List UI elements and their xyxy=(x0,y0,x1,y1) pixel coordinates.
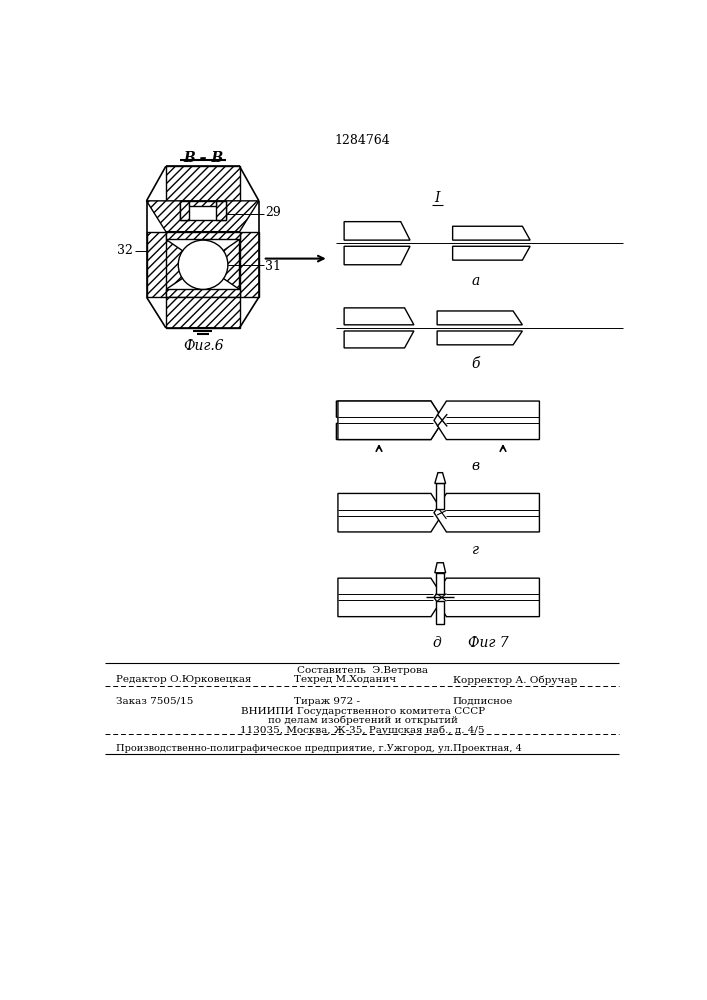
Polygon shape xyxy=(180,201,189,220)
Polygon shape xyxy=(344,331,414,348)
Polygon shape xyxy=(436,601,444,624)
Polygon shape xyxy=(437,331,522,345)
Text: Подписное: Подписное xyxy=(452,697,513,706)
Text: Фиг 7: Фиг 7 xyxy=(468,636,509,650)
Polygon shape xyxy=(338,493,443,532)
Polygon shape xyxy=(166,239,203,289)
Text: 32: 32 xyxy=(117,244,134,257)
Polygon shape xyxy=(166,232,240,239)
Text: в: в xyxy=(472,459,480,473)
Polygon shape xyxy=(434,578,539,617)
Text: Фиг.6: Фиг.6 xyxy=(183,339,223,353)
Text: 31: 31 xyxy=(265,260,281,273)
Polygon shape xyxy=(344,222,410,240)
Text: B – B: B – B xyxy=(183,151,223,165)
Polygon shape xyxy=(216,201,226,220)
Polygon shape xyxy=(434,401,539,440)
Polygon shape xyxy=(203,239,240,289)
Polygon shape xyxy=(434,493,539,532)
Polygon shape xyxy=(189,201,216,206)
Polygon shape xyxy=(146,201,259,232)
Text: I: I xyxy=(434,191,440,205)
Polygon shape xyxy=(435,563,445,573)
Polygon shape xyxy=(436,483,444,509)
Polygon shape xyxy=(436,573,444,594)
Polygon shape xyxy=(344,246,410,265)
Text: a: a xyxy=(472,274,480,288)
Polygon shape xyxy=(452,226,530,240)
Text: 113035, Москва, Ж-35, Раушская наб., д. 4/5: 113035, Москва, Ж-35, Раушская наб., д. … xyxy=(240,725,485,735)
Polygon shape xyxy=(437,311,522,325)
Text: Тираж 972 -: Тираж 972 - xyxy=(293,697,360,706)
Text: Редактор О.Юрковецкая: Редактор О.Юрковецкая xyxy=(115,675,251,684)
Text: 1284764: 1284764 xyxy=(335,134,390,147)
Text: Корректор А. Обручар: Корректор А. Обручар xyxy=(452,675,577,685)
Text: б: б xyxy=(472,357,480,371)
Text: 29: 29 xyxy=(265,206,281,219)
Polygon shape xyxy=(337,401,443,440)
Polygon shape xyxy=(146,232,166,297)
Text: по делам изобретений и открытий: по делам изобретений и открытий xyxy=(268,716,457,725)
Polygon shape xyxy=(240,232,259,297)
Text: Техред М.Ходанич: Техред М.Ходанич xyxy=(293,675,396,684)
Polygon shape xyxy=(166,297,240,328)
Polygon shape xyxy=(435,473,445,483)
Polygon shape xyxy=(166,166,240,201)
Text: г: г xyxy=(472,544,479,558)
Polygon shape xyxy=(338,401,443,440)
Text: Заказ 7505/15: Заказ 7505/15 xyxy=(115,697,193,706)
Text: Составитель  Э.Ветрова: Составитель Э.Ветрова xyxy=(297,666,428,675)
Text: д: д xyxy=(433,636,441,650)
Polygon shape xyxy=(338,578,443,617)
Circle shape xyxy=(178,240,228,289)
Polygon shape xyxy=(166,289,240,297)
Polygon shape xyxy=(344,308,414,325)
Text: Производственно-полиграфическое предприятие, г.Ужгород, ул.Проектная, 4: Производственно-полиграфическое предприя… xyxy=(115,744,521,753)
Text: ВНИИПИ Государственного комитета СССР: ВНИИПИ Государственного комитета СССР xyxy=(240,707,485,716)
Polygon shape xyxy=(180,201,226,220)
Polygon shape xyxy=(452,246,530,260)
